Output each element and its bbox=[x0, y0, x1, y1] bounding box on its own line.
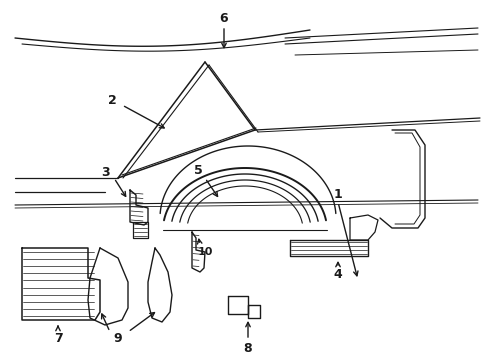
Text: 6: 6 bbox=[220, 12, 228, 24]
Text: 3: 3 bbox=[100, 166, 109, 180]
Text: 7: 7 bbox=[53, 332, 62, 345]
Text: 5: 5 bbox=[194, 163, 202, 176]
Text: 10: 10 bbox=[197, 247, 213, 257]
Text: 9: 9 bbox=[114, 332, 122, 345]
Text: 8: 8 bbox=[244, 342, 252, 355]
Text: 1: 1 bbox=[334, 189, 343, 202]
Text: 4: 4 bbox=[334, 269, 343, 282]
Text: 2: 2 bbox=[108, 94, 117, 107]
